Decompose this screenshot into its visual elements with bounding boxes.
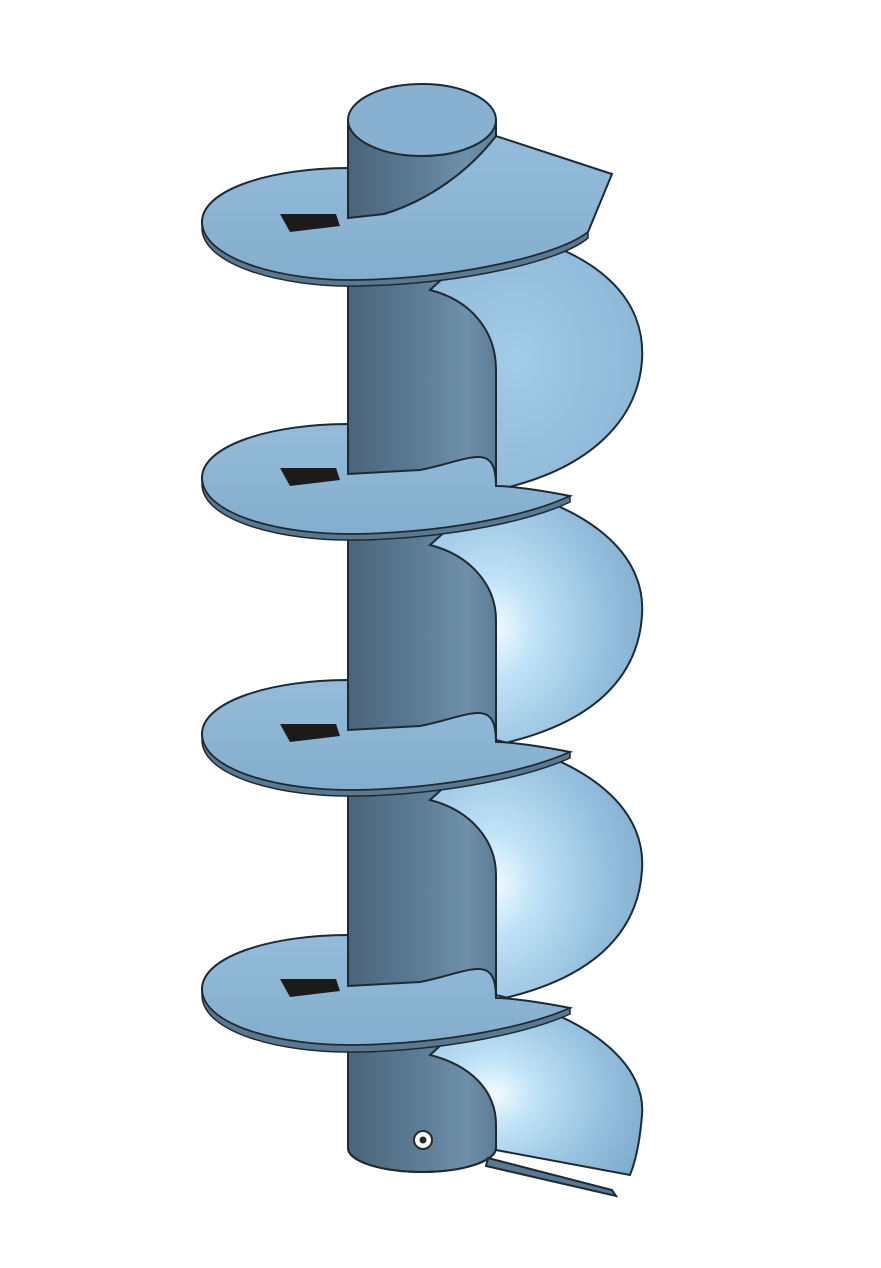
flight-turn-4[interactable] bbox=[200, 933, 644, 1177]
flight-turn-2[interactable] bbox=[200, 422, 644, 747]
flight-turn-1[interactable] bbox=[200, 134, 644, 492]
flight-end-tab[interactable] bbox=[484, 1156, 619, 1198]
shaft-bottom-rim bbox=[347, 1147, 497, 1173]
flight-turn-3[interactable] bbox=[200, 678, 644, 1002]
shaft-top-face[interactable] bbox=[347, 83, 497, 157]
origin-point-icon[interactable] bbox=[413, 1130, 433, 1150]
